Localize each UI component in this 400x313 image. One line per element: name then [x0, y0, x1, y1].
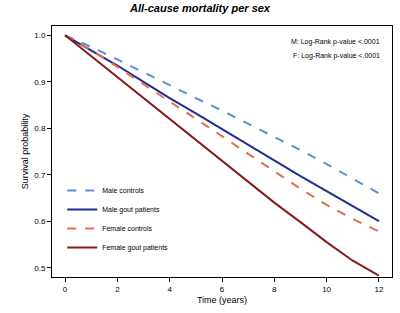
svg-text:6: 6 — [220, 285, 225, 294]
svg-text:Male controls: Male controls — [102, 187, 144, 194]
svg-text:4: 4 — [167, 285, 172, 294]
svg-text:Female gout patients: Female gout patients — [102, 244, 168, 252]
svg-text:0: 0 — [63, 285, 68, 294]
svg-text:Male gout patients: Male gout patients — [102, 206, 160, 214]
svg-text:0.9: 0.9 — [34, 78, 46, 87]
svg-text:12: 12 — [374, 285, 383, 294]
svg-text:Time (years): Time (years) — [197, 295, 247, 305]
svg-text:M: Log-Rank p-value <.0001: M: Log-Rank p-value <.0001 — [291, 38, 380, 46]
svg-text:0.6: 0.6 — [34, 217, 46, 226]
svg-text:0.5: 0.5 — [34, 264, 46, 273]
svg-text:Survival probability: Survival probability — [20, 113, 30, 189]
svg-text:F: Log-Rank p-value <.0001: F: Log-Rank p-value <.0001 — [293, 52, 380, 60]
svg-text:2: 2 — [115, 285, 120, 294]
svg-text:Female controls: Female controls — [102, 225, 152, 232]
svg-text:All-cause mortality per sex: All-cause mortality per sex — [129, 2, 271, 14]
svg-text:10: 10 — [322, 285, 331, 294]
svg-text:1.0: 1.0 — [34, 31, 46, 40]
svg-text:0.7: 0.7 — [34, 171, 46, 180]
svg-text:0.8: 0.8 — [34, 124, 46, 133]
svg-text:8: 8 — [272, 285, 277, 294]
